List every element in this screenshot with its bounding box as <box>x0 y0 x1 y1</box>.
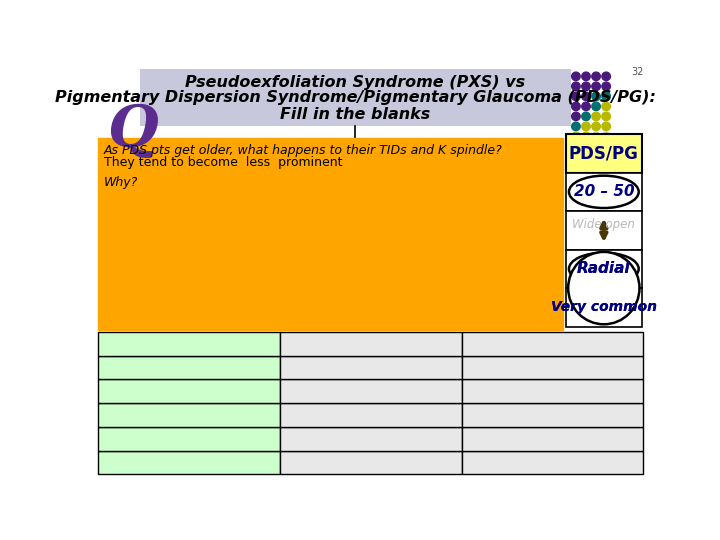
Circle shape <box>592 132 600 140</box>
Text: Wide open: Wide open <box>572 218 635 231</box>
Circle shape <box>602 112 611 120</box>
Bar <box>280 332 462 356</box>
Bar <box>462 451 644 475</box>
Circle shape <box>592 92 600 100</box>
Circle shape <box>602 132 611 140</box>
Bar <box>98 451 280 475</box>
Text: They tend to become  less  prominent: They tend to become less prominent <box>104 156 343 168</box>
Circle shape <box>582 142 590 151</box>
Circle shape <box>602 122 611 131</box>
Circle shape <box>602 82 611 91</box>
Bar <box>280 427 462 451</box>
Text: Q: Q <box>107 103 158 160</box>
Text: Radial: Radial <box>577 261 631 276</box>
Circle shape <box>582 122 590 131</box>
Text: Pigmentary Dispersion Syndrome/Pigmentary Glaucoma (PDS/PG):: Pigmentary Dispersion Syndrome/Pigmentar… <box>55 90 656 105</box>
Circle shape <box>592 72 600 80</box>
Bar <box>98 332 280 356</box>
Circle shape <box>582 132 590 140</box>
Text: 20 – 50: 20 – 50 <box>574 184 634 199</box>
Bar <box>462 380 644 403</box>
Circle shape <box>572 132 580 140</box>
Bar <box>462 427 644 451</box>
Bar <box>98 138 563 330</box>
Text: Fill in the blanks: Fill in the blanks <box>280 107 431 123</box>
Circle shape <box>582 72 590 80</box>
Bar <box>566 173 642 211</box>
Circle shape <box>582 112 590 120</box>
Bar <box>280 356 462 380</box>
Circle shape <box>592 102 600 111</box>
Ellipse shape <box>569 176 639 208</box>
Bar <box>280 380 462 403</box>
Circle shape <box>572 142 580 151</box>
Bar <box>280 403 462 427</box>
Circle shape <box>602 142 611 151</box>
Text: As PDS pts get older, what happens to their TIDs and K spindle?: As PDS pts get older, what happens to th… <box>104 144 503 157</box>
Circle shape <box>572 102 580 111</box>
Text: Pseudoexfoliation Syndrome (PXS) vs: Pseudoexfoliation Syndrome (PXS) vs <box>185 75 526 90</box>
Text: Very common: Very common <box>551 300 657 314</box>
Bar <box>98 380 280 403</box>
Circle shape <box>602 102 611 111</box>
Bar <box>280 451 462 475</box>
Circle shape <box>592 122 600 131</box>
Bar <box>98 427 280 451</box>
Circle shape <box>602 72 611 80</box>
Circle shape <box>592 112 600 120</box>
Bar <box>462 356 644 380</box>
Circle shape <box>582 102 590 111</box>
Bar <box>98 403 280 427</box>
Circle shape <box>602 92 611 100</box>
Text: Radial: Radial <box>577 261 631 276</box>
Circle shape <box>582 82 590 91</box>
Circle shape <box>572 72 580 80</box>
Circle shape <box>582 92 590 100</box>
Circle shape <box>572 82 580 91</box>
Ellipse shape <box>568 252 639 325</box>
Text: Why?: Why? <box>104 177 138 190</box>
Text: 32: 32 <box>631 67 644 77</box>
Circle shape <box>572 122 580 131</box>
Circle shape <box>572 92 580 100</box>
Bar <box>566 249 642 288</box>
Bar <box>566 288 642 327</box>
Ellipse shape <box>569 253 639 285</box>
Text: Very common: Very common <box>551 300 657 314</box>
Bar <box>462 332 644 356</box>
Circle shape <box>572 112 580 120</box>
Bar <box>140 69 570 126</box>
Bar <box>462 403 644 427</box>
Text: PDS/PG: PDS/PG <box>569 144 639 163</box>
Bar <box>566 211 642 249</box>
Circle shape <box>592 142 600 151</box>
Circle shape <box>592 82 600 91</box>
Bar <box>98 356 280 380</box>
Bar <box>566 134 642 173</box>
